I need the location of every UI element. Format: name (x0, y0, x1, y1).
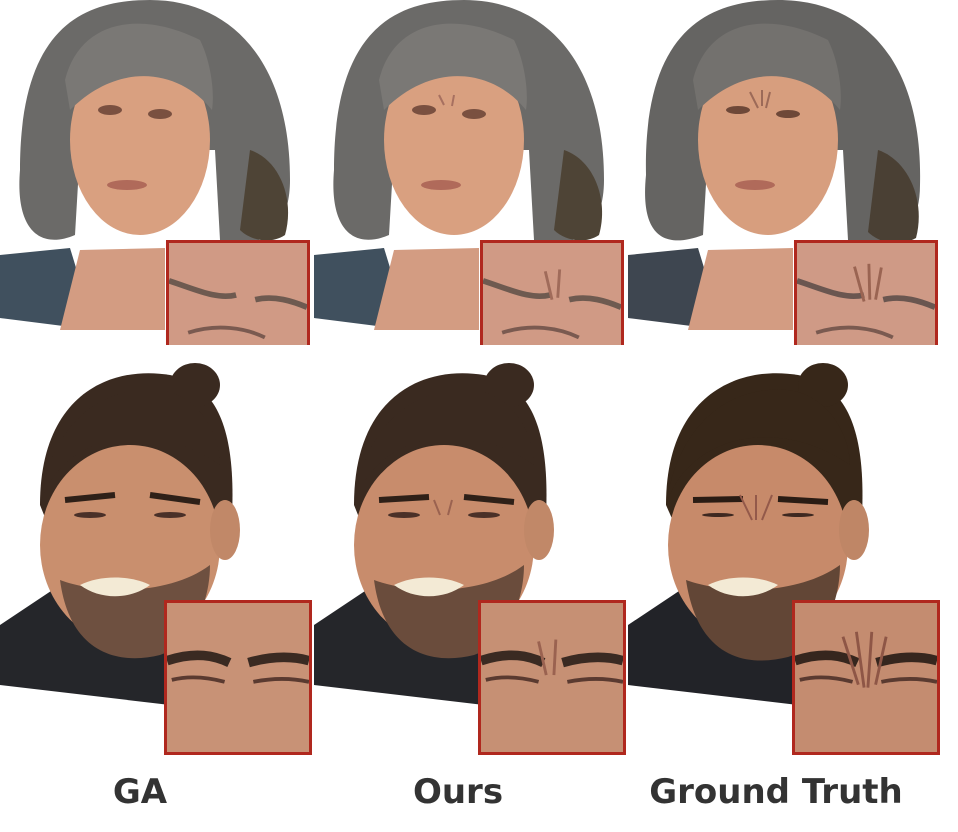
column-label-ga: GA (112, 772, 168, 812)
column-label-ground-truth: Ground Truth (649, 772, 903, 812)
zoom-inset (794, 240, 938, 345)
man-face-image (0, 363, 240, 705)
zoom-inset (480, 240, 624, 345)
render-ga-woman (0, 0, 312, 345)
man-face-image (628, 363, 869, 705)
render-ground-truth-man (628, 355, 940, 755)
comparison-grid (0, 0, 940, 755)
zoom-inset (166, 240, 310, 345)
woman-face-image (0, 0, 290, 330)
woman-face-image (314, 0, 604, 330)
render-ours-man (314, 355, 626, 755)
woman-face-image (628, 0, 921, 330)
column-label-ours: Ours (412, 772, 504, 812)
zoom-inset (164, 600, 312, 755)
render-ours-woman (314, 0, 626, 345)
zoom-inset (478, 600, 626, 755)
zoom-inset (792, 600, 940, 755)
render-ga-man (0, 355, 312, 755)
render-ground-truth-woman (628, 0, 940, 345)
